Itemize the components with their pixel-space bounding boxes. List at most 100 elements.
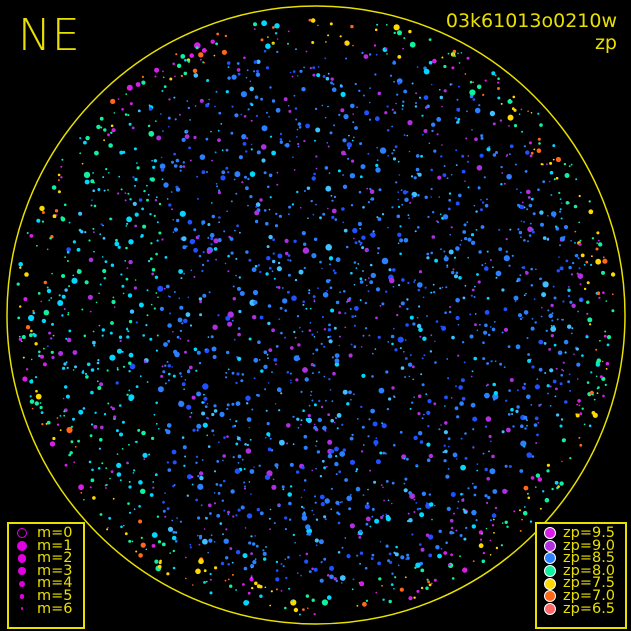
star-marker [204, 348, 210, 354]
star-marker [481, 201, 485, 204]
star-marker [417, 288, 421, 292]
star-marker [516, 389, 519, 392]
star-marker [430, 334, 433, 337]
star-marker [29, 399, 35, 404]
star-marker [430, 187, 433, 191]
star-marker [60, 165, 63, 168]
star-marker [488, 450, 490, 453]
star-marker [511, 107, 515, 111]
star-marker [333, 577, 337, 581]
star-marker [234, 468, 241, 475]
star-marker [180, 375, 183, 378]
star-marker [249, 86, 254, 92]
star-marker [460, 437, 463, 440]
star-marker [103, 413, 107, 416]
star-marker [530, 284, 534, 287]
star-marker [183, 388, 185, 391]
star-marker [350, 398, 352, 401]
star-marker [406, 298, 409, 301]
star-marker [367, 290, 370, 293]
star-marker [422, 133, 424, 136]
star-marker [341, 501, 343, 503]
star-marker [482, 357, 486, 361]
star-marker [184, 58, 187, 62]
star-marker [262, 549, 265, 552]
star-marker [422, 336, 427, 341]
star-marker [114, 241, 120, 247]
star-marker [471, 370, 474, 373]
star-marker [226, 407, 229, 410]
star-marker [426, 256, 430, 260]
star-marker [355, 486, 361, 492]
star-marker [187, 296, 190, 299]
star-marker [356, 106, 359, 109]
star-marker [275, 212, 278, 216]
star-marker [604, 383, 607, 386]
star-marker [231, 105, 234, 108]
star-marker [41, 220, 45, 223]
star-marker [161, 238, 164, 241]
star-marker [140, 488, 146, 494]
star-marker [327, 105, 329, 108]
star-marker [405, 558, 408, 561]
star-marker [107, 402, 110, 405]
star-marker [379, 541, 382, 543]
star-marker [475, 229, 478, 231]
star-marker [550, 194, 553, 196]
star-marker [133, 469, 136, 472]
star-marker [80, 230, 84, 234]
star-marker [128, 259, 133, 265]
star-marker [282, 565, 285, 568]
star-marker [426, 442, 431, 447]
magnitude-legend-entry: m=6 [9, 602, 83, 616]
star-marker [545, 329, 548, 332]
star-marker [388, 397, 392, 401]
star-marker [250, 564, 255, 568]
star-marker [238, 276, 241, 279]
star-marker [299, 554, 301, 557]
star-marker [119, 339, 122, 343]
star-marker [319, 475, 323, 478]
star-marker [129, 309, 135, 314]
star-marker [315, 518, 319, 521]
star-marker [76, 247, 81, 252]
star-marker [443, 459, 447, 463]
star-marker [330, 418, 335, 423]
star-marker [528, 234, 532, 237]
star-marker [463, 537, 467, 541]
star-marker [168, 98, 171, 101]
star-marker [316, 73, 321, 78]
star-marker [535, 268, 537, 271]
star-marker [340, 91, 346, 97]
star-marker [408, 29, 412, 34]
star-marker [275, 577, 280, 582]
star-marker [191, 395, 196, 400]
star-marker [455, 297, 460, 303]
star-marker [16, 282, 20, 286]
star-marker [349, 436, 354, 441]
star-marker [454, 406, 459, 411]
star-marker [327, 34, 330, 37]
star-marker [131, 126, 135, 130]
star-marker [227, 76, 231, 80]
zeropoint-legend-entry: zp=9.5 [537, 526, 625, 540]
star-marker [408, 596, 413, 601]
star-marker [234, 171, 241, 178]
star-marker [32, 309, 35, 313]
star-marker [509, 153, 511, 156]
star-marker [586, 281, 590, 285]
star-marker [99, 382, 104, 387]
star-marker [446, 177, 449, 180]
star-marker [213, 434, 215, 436]
star-marker [63, 362, 67, 366]
star-marker [517, 203, 520, 207]
star-marker [296, 315, 300, 318]
star-marker [289, 372, 292, 375]
star-marker [125, 328, 129, 331]
star-marker [277, 286, 281, 289]
star-marker [400, 301, 405, 306]
star-marker [507, 114, 514, 121]
star-marker [210, 335, 214, 339]
star-marker [305, 418, 309, 422]
